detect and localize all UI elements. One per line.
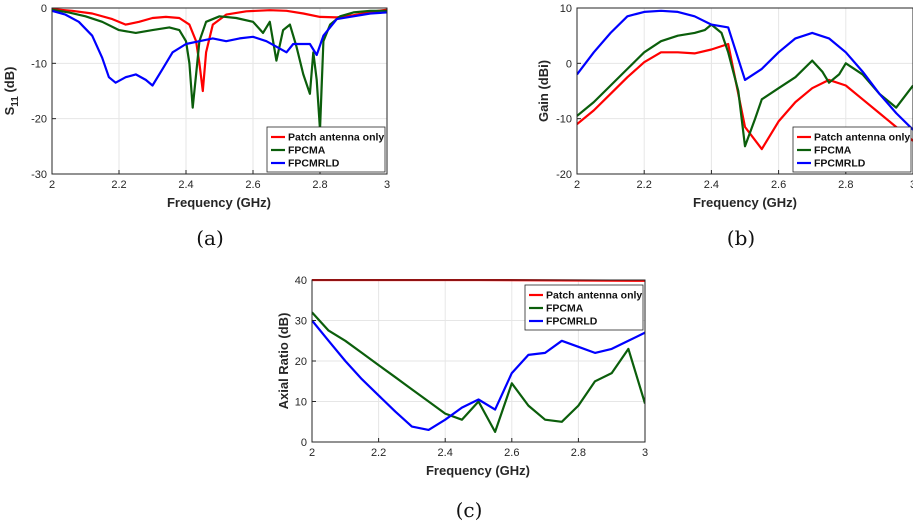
y-tick-label: 0 [566, 58, 572, 70]
y-tick-label: -10 [556, 114, 572, 126]
y-tick-label: -10 [31, 58, 47, 70]
x-tick-label: 3 [642, 447, 648, 459]
chart-panel-b: 2 2.2 2.4 2.6 2.8 3 -20 -10 0 10 Frequency (GHz) Ga… [536, 3, 913, 250]
legend-label: FPCMRLD [288, 158, 340, 170]
chart-panel-a: 2 2.2 2.4 2.6 2.8 3 -30 -20 -10 0 Frequency (GHz) S… [2, 3, 390, 250]
x-tick-label: 2.8 [838, 179, 853, 191]
y-tick-label: -20 [556, 169, 572, 181]
series-line-fpcmrld [312, 319, 645, 431]
legend-box [266, 126, 386, 173]
x-axis-label: Frequency (GHz) [693, 195, 797, 210]
y-axis-label: Gain (dBi) [536, 60, 551, 122]
x-tick-label: 2.4 [704, 179, 719, 191]
panel-caption: (a) [196, 226, 224, 250]
legend-label: FPCMRLD [546, 316, 598, 328]
series-line-patch [52, 8, 387, 93]
y-tick-label: -20 [31, 114, 47, 126]
x-tick-label: 2.6 [771, 179, 786, 191]
y-tick-label: 0 [41, 3, 47, 15]
x-tick-label: 2.8 [312, 179, 327, 191]
series-line-patch [577, 42, 913, 151]
series-line-fpcma [577, 23, 913, 148]
x-tick-label: 2 [309, 447, 315, 459]
x-tick-label: 2.4 [438, 447, 453, 459]
plot-frame [51, 7, 388, 175]
x-tick-label: 2.8 [571, 447, 586, 459]
x-axis-label: Frequency (GHz) [167, 195, 271, 210]
legend-label: FPCMA [546, 303, 584, 315]
series-line-fpcma [312, 311, 645, 433]
series-line-fpcmrld [577, 9, 913, 131]
series-line-fpcma [52, 8, 387, 131]
x-tick-label: 2.6 [504, 447, 519, 459]
plot-frame [576, 7, 913, 175]
y-axis-label: Axial Ratio (dB) [276, 313, 291, 410]
legend-box [792, 126, 912, 173]
legend-label: Patch antenna only [814, 132, 910, 144]
legend-label: Patch antenna only [288, 132, 384, 144]
x-tick-label: 2 [49, 179, 55, 191]
x-tick-label: 2.4 [178, 179, 193, 191]
x-axis-label: Frequency (GHz) [426, 463, 530, 478]
x-tick-label: 2.6 [245, 179, 260, 191]
y-tick-label: 30 [295, 316, 307, 328]
y-tick-label: 20 [295, 356, 307, 368]
legend-label: FPCMA [814, 145, 852, 157]
panel-caption: (b) [727, 226, 755, 250]
y-tick-label: 10 [295, 397, 307, 409]
x-tick-label: 2 [574, 179, 580, 191]
legend-box [524, 284, 644, 331]
y-tick-label: 40 [295, 275, 307, 287]
x-tick-label: 2.2 [371, 447, 386, 459]
x-tick-label: 3 [384, 179, 390, 191]
y-tick-label: 0 [301, 437, 307, 449]
x-tick-label: 2.2 [111, 179, 126, 191]
y-axis-label: S11 (dB) [2, 67, 21, 116]
x-tick-label: 3 [910, 179, 913, 191]
y-tick-label: -30 [31, 169, 47, 181]
x-tick-label: 2.2 [637, 179, 652, 191]
legend-label: Patch antenna only [546, 290, 642, 302]
y-tick-label: 10 [560, 3, 572, 15]
panel-caption: (c) [456, 498, 483, 522]
legend-label: FPCMA [288, 145, 326, 157]
series-line-fpcmrld [52, 9, 387, 87]
legend-label: FPCMRLD [814, 158, 866, 170]
